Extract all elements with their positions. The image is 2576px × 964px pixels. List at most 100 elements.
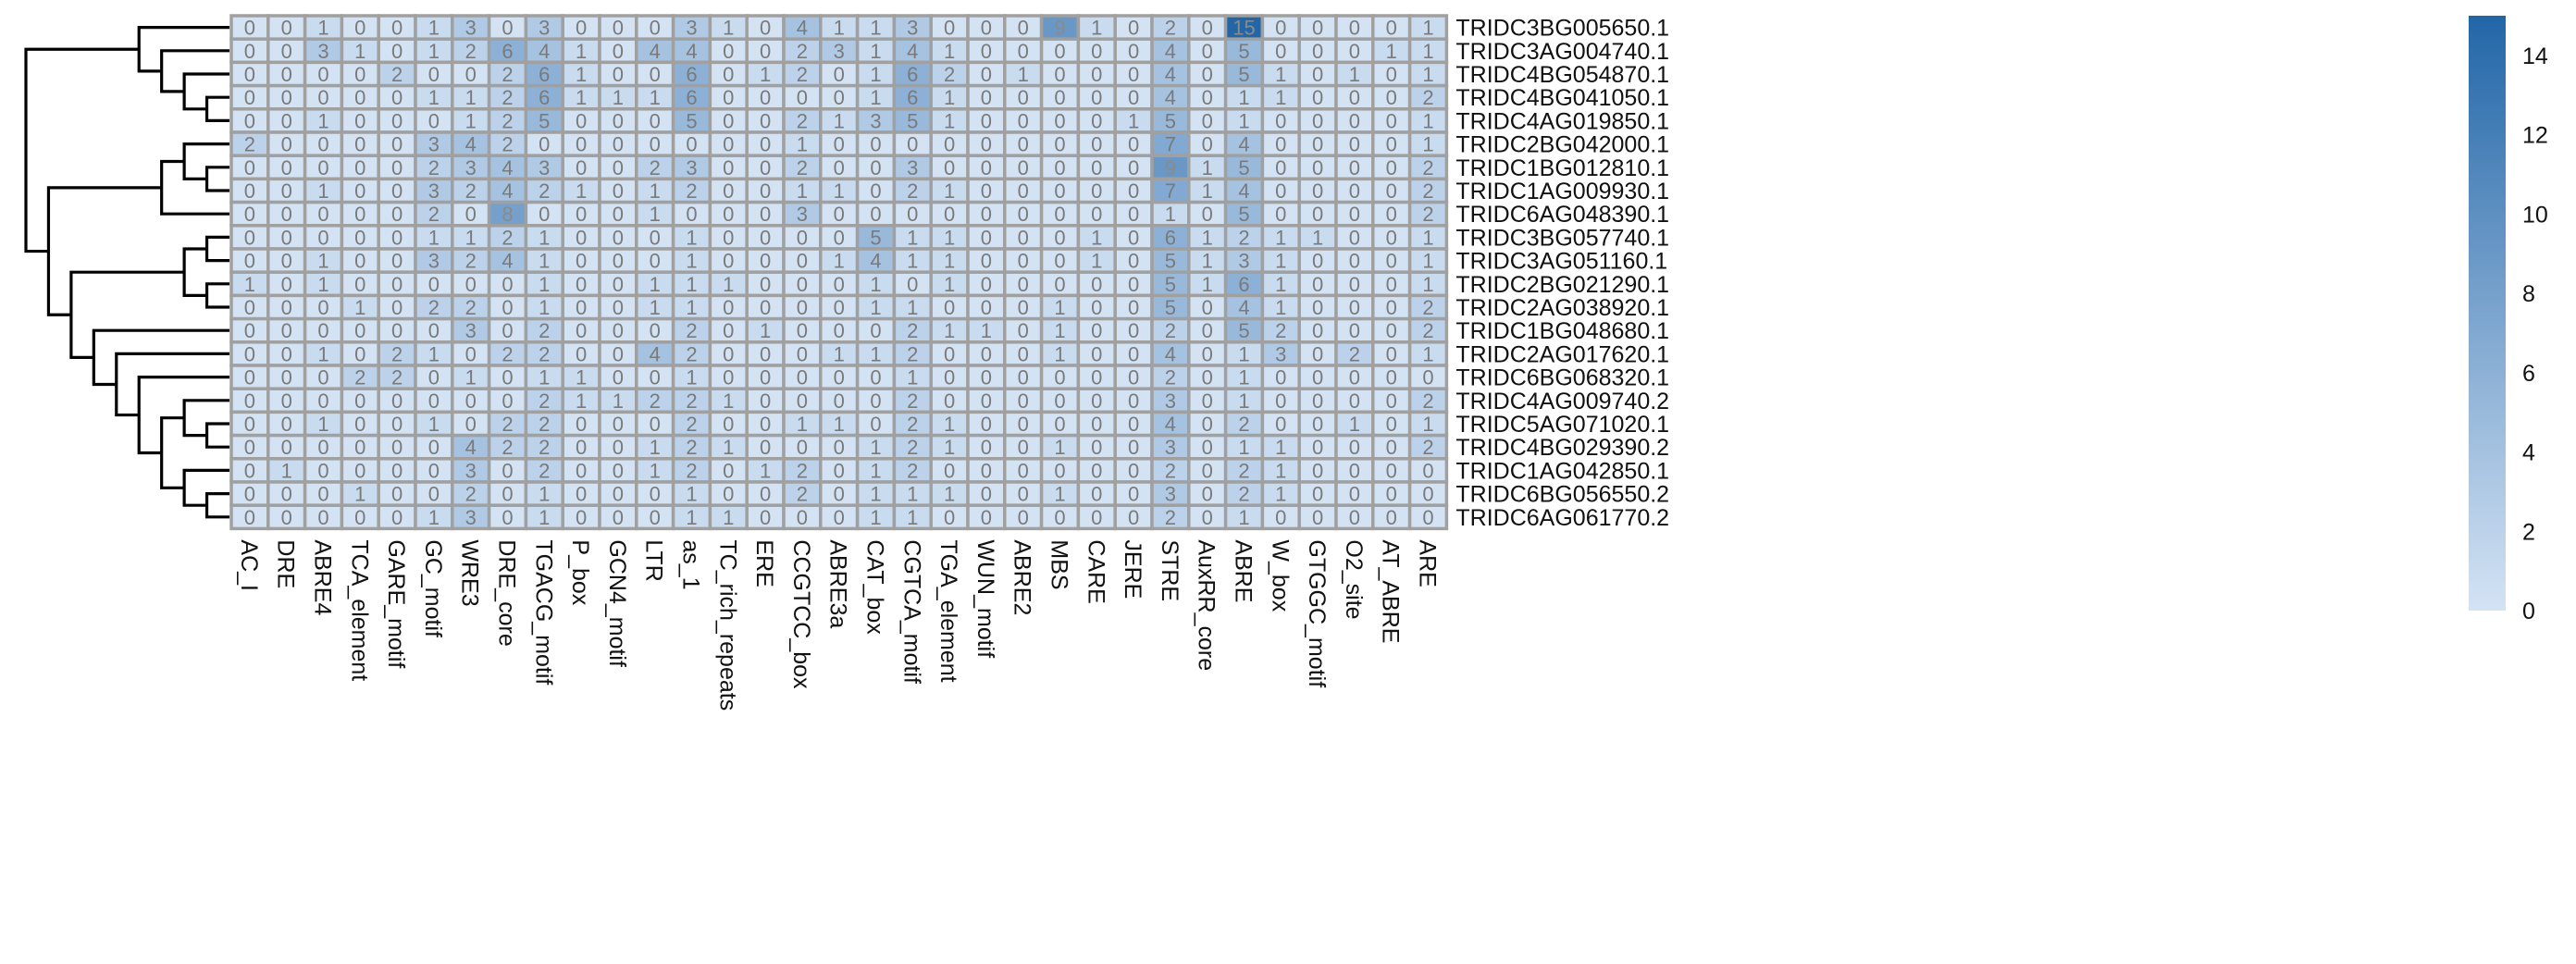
cell-value-label: 0 [1018, 413, 1029, 436]
cell-value-label: 1 [944, 483, 955, 506]
column-label: DRE [273, 539, 299, 588]
heatmap-cell [451, 293, 491, 321]
cell-value-label: 2 [797, 459, 808, 482]
cell-value-label: 0 [834, 483, 845, 506]
cell-value-label: 4 [1165, 413, 1176, 436]
heatmap-cell [1407, 200, 1449, 228]
cell-value-label: 0 [244, 483, 255, 506]
cell-value-label: 1 [1238, 366, 1249, 389]
cell-value-label: 2 [539, 179, 550, 203]
cell-value-label: 0 [981, 366, 992, 389]
heatmap-cell [1223, 177, 1265, 204]
cell-value-label: 0 [870, 203, 881, 226]
cell-value-label: 2 [1238, 413, 1249, 436]
cell-value-label: 0 [354, 86, 365, 109]
cell-value-label: 0 [281, 342, 292, 365]
column-labels: AC_I DRE ABRE4 TCA_element GARE_motif GC_moti… [236, 539, 1441, 711]
cell-value-label: 0 [613, 506, 624, 529]
cell-value-label: 2 [539, 319, 550, 342]
cell-value-label: 1 [981, 319, 992, 342]
cell-value-label: 0 [944, 366, 955, 389]
cell-value-label: 1 [576, 63, 587, 86]
cell-value-label: 2 [797, 109, 808, 132]
cell-value-label: 1 [1054, 319, 1065, 342]
cell-value-label: 0 [281, 506, 292, 529]
cell-value-label: 0 [281, 296, 292, 319]
cell-value-label: 1 [686, 483, 697, 506]
cell-value-label: 2 [907, 389, 918, 413]
cell-value-label: 0 [1091, 436, 1102, 459]
cell-value-label: 0 [797, 226, 808, 249]
cell-value-label: 0 [1275, 156, 1286, 179]
cell-value-label: 0 [1018, 296, 1029, 319]
heatmap-cell [819, 387, 860, 414]
cell-value-label: 0 [244, 342, 255, 365]
cell-value-label: 2 [465, 250, 477, 273]
cell-value-label: 0 [1386, 226, 1397, 249]
heatmap-cell [524, 60, 564, 88]
heatmap-cell [1407, 503, 1449, 531]
column-label: AC_I [236, 539, 262, 591]
cell-value-label: 1 [539, 273, 550, 296]
cell-value-label: 0 [317, 63, 328, 86]
cell-value-label: 0 [354, 109, 365, 132]
cell-value-label: 0 [354, 17, 365, 40]
cell-value-label: 0 [1386, 273, 1397, 296]
cell-value-label: 0 [1275, 40, 1286, 63]
cell-value-label: 0 [650, 413, 661, 436]
cell-value-label: 0 [1202, 133, 1213, 156]
cell-value-label: 5 [1165, 250, 1176, 273]
cell-value-label: 1 [870, 459, 881, 482]
cell-value-label: 0 [1349, 203, 1360, 226]
heatmap-cell [377, 200, 417, 228]
cell-value-label: 0 [797, 86, 808, 109]
cell-value-label: 2 [1422, 319, 1433, 342]
cell-value-label: 0 [723, 63, 734, 86]
cell-value-label: 2 [1422, 203, 1433, 226]
cell-value-label: 3 [539, 156, 550, 179]
cell-value-label: 3 [428, 179, 440, 203]
cell-value-label: 0 [1386, 17, 1397, 40]
cell-value-label: 0 [1202, 436, 1213, 459]
heatmap-cell [487, 293, 528, 321]
cell-value-label: 0 [981, 296, 992, 319]
cell-value-label: 0 [650, 133, 661, 156]
heatmap-cell [303, 177, 344, 204]
heatmap-cell [524, 224, 564, 251]
cell-value-label: 0 [613, 109, 624, 132]
cell-value-label: 0 [1128, 273, 1139, 296]
cell-value-label: 0 [281, 109, 292, 132]
heatmap-cell [598, 340, 638, 367]
cell-value-label: 0 [723, 250, 734, 273]
cell-value-label: 0 [760, 389, 771, 413]
legend-color-bar [2469, 16, 2506, 611]
cell-value-label: 1 [1054, 483, 1065, 506]
cell-value-label: 1 [1238, 506, 1249, 529]
cell-value-label: 4 [650, 40, 661, 63]
cell-value-label: 1 [870, 86, 881, 109]
cell-value-label: 2 [1238, 226, 1249, 249]
cell-value-label: 1 [244, 273, 255, 296]
heatmap-cell [1076, 293, 1117, 321]
cell-value-label: 2 [502, 63, 513, 86]
cell-value-label: 1 [686, 273, 697, 296]
heatmap-cell [1187, 410, 1228, 438]
heatmap-cell [1076, 37, 1117, 65]
cell-value-label: 0 [281, 389, 292, 413]
heatmap-cell [1003, 503, 1044, 531]
column-label: AuxRR_core [1194, 539, 1220, 671]
heatmap-cell [414, 364, 454, 390]
cell-value-label: 0 [797, 273, 808, 296]
cell-value-label: 0 [760, 86, 771, 109]
cell-value-label: 0 [1128, 179, 1139, 203]
cell-value-label: 1 [354, 483, 365, 506]
cell-value-label: 2 [1238, 459, 1249, 482]
cell-value-label: 0 [797, 342, 808, 365]
dendrogram-branch [24, 47, 140, 253]
column-label: MBS [1046, 539, 1072, 589]
cell-value-label: 0 [760, 273, 771, 296]
cell-value-label: 4 [1165, 40, 1176, 63]
cell-value-label: 0 [1312, 156, 1323, 179]
cell-value-label: 2 [1165, 459, 1176, 482]
cell-value-label: 5 [1165, 109, 1176, 132]
